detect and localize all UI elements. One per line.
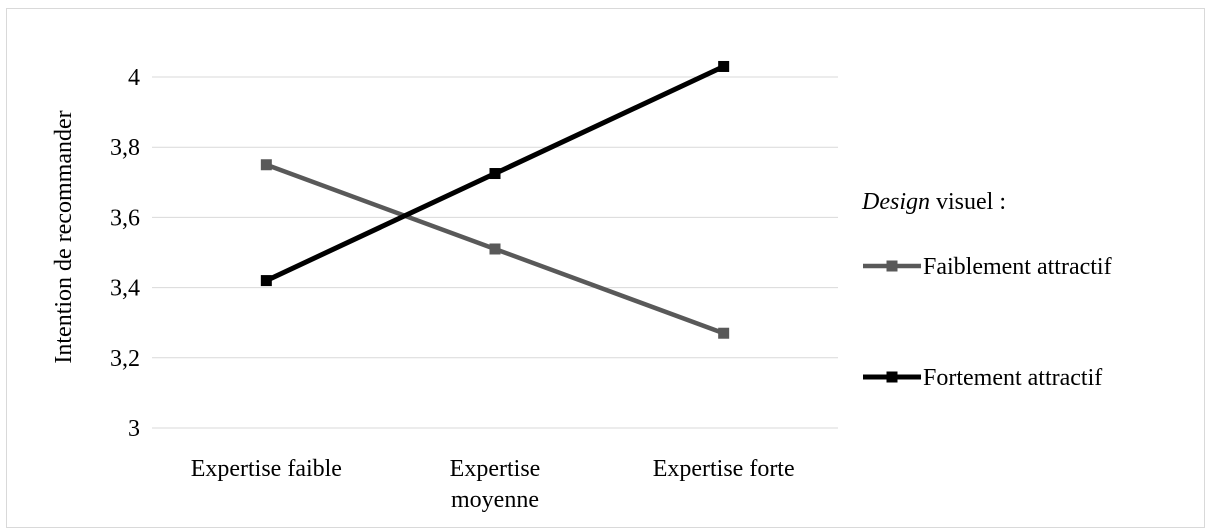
data-point-marker: [489, 243, 501, 255]
data-point-marker: [718, 327, 730, 339]
data-point-marker: [718, 60, 730, 72]
y-tick-label: 3,6: [110, 205, 140, 231]
x-tick-label: moyenne: [451, 487, 539, 513]
legend-title-italic: Design: [861, 189, 930, 215]
y-axis-label: Intention de recommander: [51, 110, 77, 363]
x-tick-label: Expertise forte: [653, 456, 795, 482]
legend-entry-label: Faiblement attractif: [923, 254, 1112, 280]
legend-title-rest: visuel :: [930, 189, 1006, 215]
x-tick-label: Expertise faible: [191, 456, 342, 482]
series-lines: [260, 60, 730, 339]
y-tick-label: 3,4: [110, 276, 140, 302]
x-tick-label: Expertise: [450, 456, 541, 482]
y-tick-label: 4: [128, 65, 140, 91]
y-tick-label: 3,2: [110, 346, 140, 372]
legend-swatch-marker: [886, 371, 898, 383]
chart-frame: [6, 8, 1205, 528]
y-tick-labels: 3 3,2 3,4 3,6 3,8 4: [110, 65, 140, 442]
gridlines: [152, 76, 838, 429]
y-tick-label: 3,8: [110, 135, 140, 161]
y-tick-label: 3: [128, 416, 140, 442]
x-tick-labels: Expertise faible Expertise moyenne Expertis…: [191, 456, 795, 513]
legend: Design visuel : Faiblement attractif Forte…: [861, 189, 1112, 391]
legend-entry-label: Fortement attractif: [923, 365, 1102, 391]
legend-swatch-marker: [886, 260, 898, 272]
data-point-marker: [489, 168, 501, 180]
legend-title: Design visuel :: [861, 189, 1006, 215]
data-point-marker: [260, 275, 272, 287]
data-point-marker: [260, 159, 272, 171]
